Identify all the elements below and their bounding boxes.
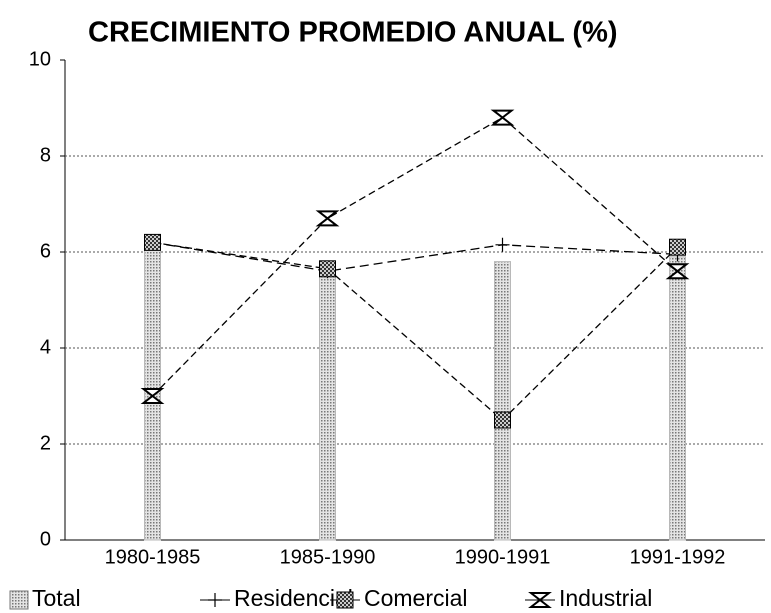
y-tick-label: 2 <box>40 432 51 454</box>
x-tick-label: 1985-1990 <box>280 546 376 568</box>
legend-label: Comercial <box>364 585 468 611</box>
line <box>152 241 678 421</box>
y-tick-label: 0 <box>40 528 51 550</box>
marker <box>336 591 354 609</box>
bar <box>319 270 336 541</box>
marker <box>208 593 222 607</box>
y-tick-label: 4 <box>40 336 51 358</box>
marker <box>319 260 336 278</box>
marker <box>495 237 510 252</box>
legend-label: Industrial <box>559 585 652 611</box>
x-tick-label: 1990-1991 <box>455 546 551 568</box>
marker <box>665 263 690 280</box>
marker <box>144 233 161 251</box>
marker <box>315 210 340 227</box>
line <box>152 116 678 397</box>
bar <box>669 256 686 541</box>
y-tick-label: 6 <box>40 240 51 262</box>
marker <box>528 592 552 608</box>
legend-swatch <box>9 590 29 610</box>
line <box>152 241 678 272</box>
marker <box>490 109 515 126</box>
marker <box>140 388 165 404</box>
marker <box>669 238 686 256</box>
y-tick-label: 8 <box>40 144 51 166</box>
x-tick-label: 1980-1985 <box>105 546 201 568</box>
y-tick-label: 10 <box>29 48 51 70</box>
legend-label: Residencial <box>234 585 353 611</box>
bar <box>494 261 511 541</box>
marker <box>494 411 511 429</box>
legend-label: Total <box>32 585 81 611</box>
chart-title: CRECIMIENTO PROMEDIO ANUAL (%) <box>88 17 618 49</box>
x-tick-label: 1991-1992 <box>630 546 726 568</box>
